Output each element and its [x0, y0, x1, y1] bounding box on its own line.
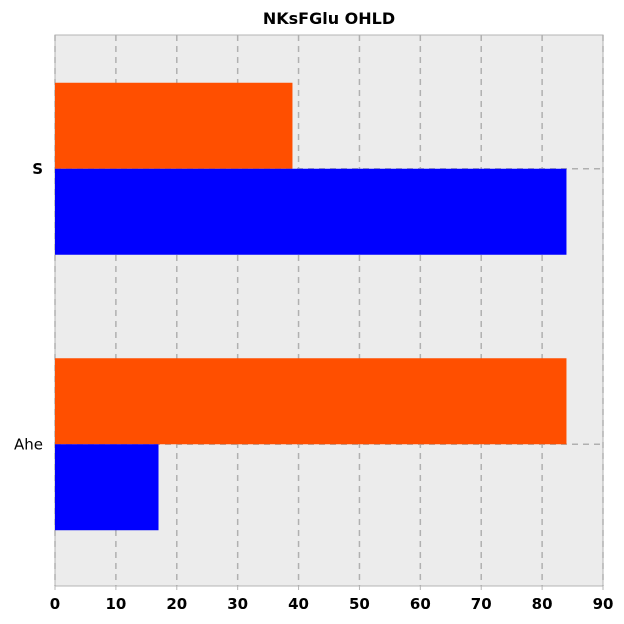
x-tick-label: 90	[593, 595, 614, 613]
bars	[55, 82, 567, 531]
x-tick-label: 70	[471, 595, 492, 613]
x-tick-label: 50	[349, 595, 370, 613]
y-category-label: S	[32, 160, 43, 178]
y-category-label: Ahe	[14, 435, 43, 453]
x-tick-label: 40	[288, 595, 309, 613]
x-tick-label: 20	[166, 595, 187, 613]
chart-title: NKsFGlu OHLD	[263, 9, 395, 28]
bar-s-series-1	[55, 82, 293, 169]
x-tick-label: 60	[410, 595, 431, 613]
bar-ahe-series-2	[55, 444, 159, 531]
x-tick-label: 0	[50, 595, 60, 613]
x-tick-label: 80	[532, 595, 553, 613]
x-tick-label: 10	[105, 595, 126, 613]
x-tick-label: 30	[227, 595, 248, 613]
x-axis-ticks: 0 10 20 30 40 50 60 70 80 90	[50, 586, 614, 613]
bar-ahe-series-1	[55, 358, 567, 445]
y-axis-categories: S Ahe	[14, 160, 43, 454]
bar-s-series-2	[55, 168, 567, 255]
